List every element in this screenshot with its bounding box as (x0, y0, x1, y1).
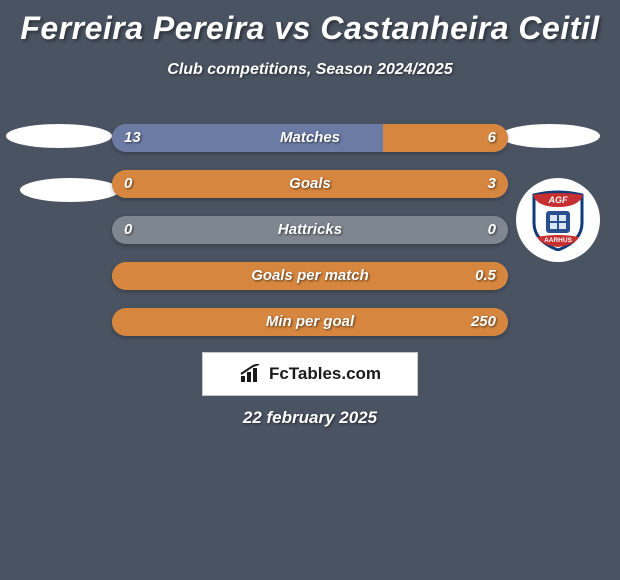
bar-chart-icon (239, 364, 263, 384)
stat-row: Goals0 3 (112, 170, 508, 198)
stat-row: Goals per match0.5 (112, 262, 508, 290)
player-right-photo-placeholder (500, 124, 600, 148)
date-text: 22 february 2025 (0, 408, 620, 428)
player-left-photo-placeholder-2 (20, 178, 120, 202)
page-title: Ferreira Pereira vs Castanheira Ceitil (0, 0, 620, 47)
stat-value-left: 13 (124, 124, 141, 152)
club-shield-icon: AGF AARHUS (531, 189, 585, 251)
comparison-infographic: Ferreira Pereira vs Castanheira Ceitil C… (0, 0, 620, 580)
stat-value-right: 0.5 (475, 262, 496, 290)
stat-label: Hattricks (112, 216, 508, 244)
stat-row: Hattricks0 0 (112, 216, 508, 244)
stat-label: Min per goal (112, 308, 508, 336)
stat-value-right: 250 (471, 308, 496, 336)
stat-label: Goals (112, 170, 508, 198)
stat-row: Matches13 6 (112, 124, 508, 152)
stat-value-right: 6 (488, 124, 496, 152)
stat-value-right: 0 (488, 216, 496, 244)
subtitle: Club competitions, Season 2024/2025 (0, 61, 620, 79)
brand-box: FcTables.com (202, 352, 418, 396)
badge-bottom-text: AARHUS (544, 237, 572, 244)
stat-value-left: 0 (124, 170, 132, 198)
player-left-photo-placeholder-1 (6, 124, 112, 148)
stat-label: Goals per match (112, 262, 508, 290)
stat-value-right: 3 (488, 170, 496, 198)
brand-text: FcTables.com (269, 364, 381, 384)
club-badge: AGF AARHUS (516, 178, 600, 262)
stat-value-left: 0 (124, 216, 132, 244)
stats-area: Matches136Goals03Hattricks00Goals per ma… (112, 124, 508, 354)
stat-row: Min per goal250 (112, 308, 508, 336)
badge-top-text: AGF (548, 195, 569, 205)
stat-label: Matches (112, 124, 508, 152)
